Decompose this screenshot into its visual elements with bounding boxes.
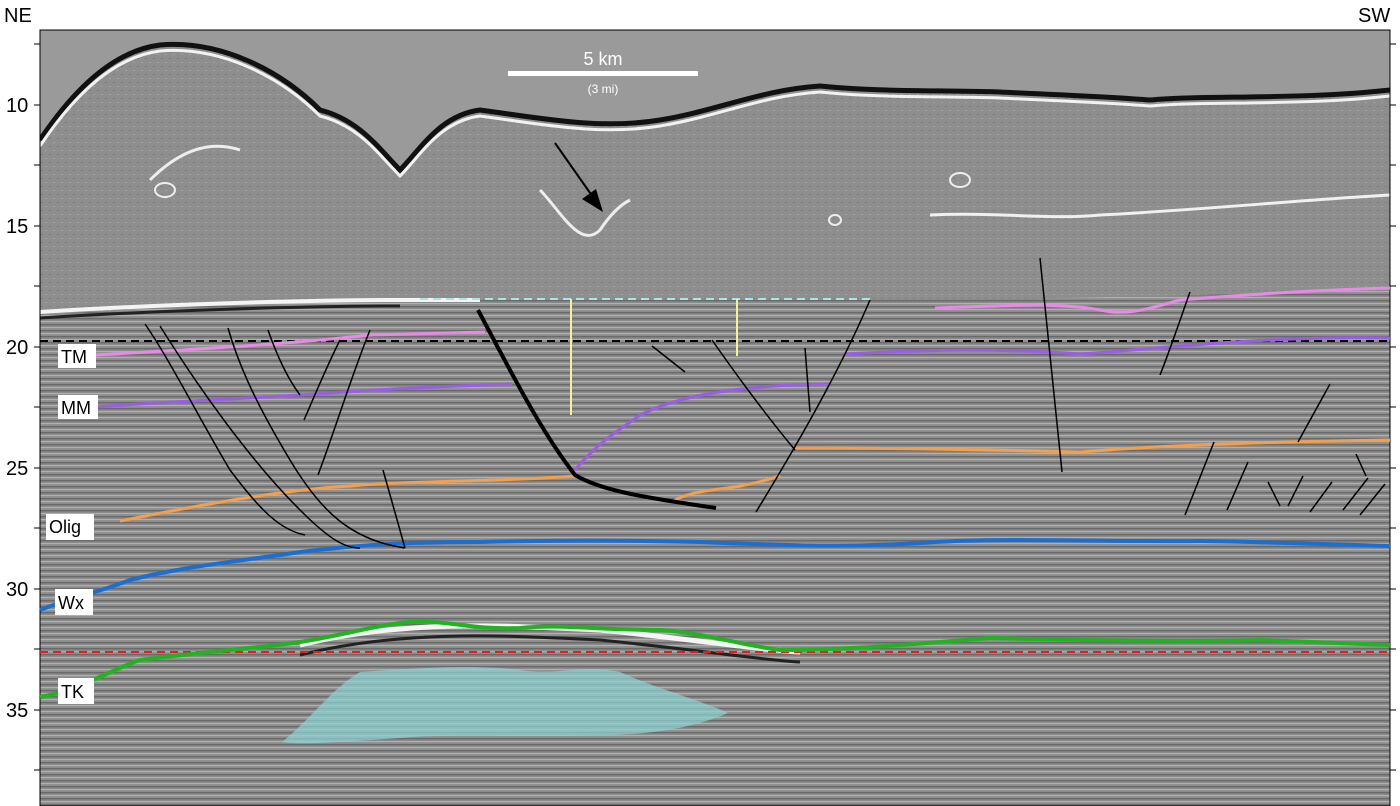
- horizon-olig-line: [119, 438, 1391, 523]
- horizon-label-tk: TK: [58, 678, 94, 704]
- horizon-label-mm: MM: [58, 395, 98, 419]
- depth-tick-15: 15: [6, 216, 28, 238]
- scale-bar-label: 5 km: [583, 49, 622, 69]
- horizon-label-tk-text: TK: [61, 682, 84, 702]
- arrow-annotation: [554, 142, 603, 212]
- depth-tick-25: 25: [6, 458, 28, 480]
- fault-lines: [144, 257, 1386, 549]
- horizon-label-olig: Olig: [46, 514, 94, 540]
- scale-bar-line: [508, 71, 698, 76]
- horizon-label-tm-text: TM: [61, 347, 87, 367]
- horizon-tm-line: [94, 286, 1391, 357]
- horizon-label-wx: Wx: [55, 589, 93, 615]
- horizon-tk-line: [39, 619, 1391, 699]
- scale-bar-sublabel: (3 mi): [588, 82, 619, 96]
- horizon-label-olig-text: Olig: [49, 517, 81, 537]
- major-fault: [476, 309, 717, 510]
- depth-tick-35: 35: [6, 700, 28, 722]
- depth-axis: 10 15 20 25 30 35: [6, 43, 1396, 771]
- horizon-label-mm-text: MM: [61, 398, 91, 418]
- depth-tick-20: 20: [6, 337, 28, 359]
- depth-tick-10: 10: [6, 95, 28, 117]
- cyan-body: [282, 666, 728, 744]
- horizon-wx-line: [39, 537, 1391, 612]
- orientation-sw: SW: [1358, 5, 1390, 27]
- horizon-label-tm: TM: [58, 344, 96, 368]
- panel-frame: [39, 29, 1391, 806]
- scale-bar: 5 km (3 mi): [508, 49, 698, 96]
- depth-tick-30: 30: [6, 579, 28, 601]
- seismic-panel: [40, 30, 1390, 806]
- horizon-mm-line: [94, 336, 1391, 471]
- horizon-label-wx-text: Wx: [58, 593, 84, 613]
- orientation-ne: NE: [4, 5, 32, 27]
